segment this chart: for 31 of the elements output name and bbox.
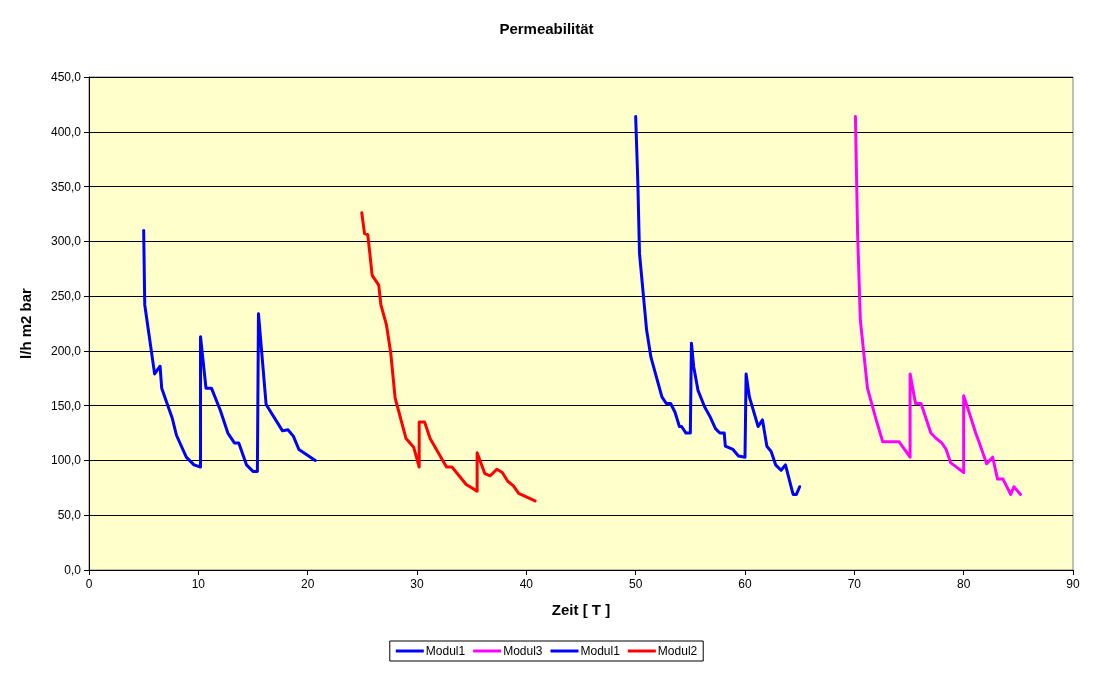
x-tick-label: 40 xyxy=(519,577,534,591)
x-tick-label: 30 xyxy=(410,577,424,591)
legend-label: Modul1 xyxy=(425,644,466,658)
legend-label: Modul3 xyxy=(503,644,543,658)
x-tick-label: 10 xyxy=(191,577,206,591)
x-tick-label: 80 xyxy=(956,577,971,591)
y-tick-label: 350,0 xyxy=(50,179,82,194)
legend-label: Modul1 xyxy=(580,644,621,658)
line-series xyxy=(853,114,1023,496)
y-tick-label: 300,0 xyxy=(50,234,82,249)
line-series xyxy=(360,211,537,503)
legend-label: Modul2 xyxy=(657,644,698,658)
y-tick-label: 250,0 xyxy=(50,289,82,304)
y-tick-label: 450,0 xyxy=(50,70,82,84)
x-tick-label: 70 xyxy=(847,577,862,591)
y-axis-title: l/h m2 bar xyxy=(17,287,34,359)
y-tick-label: 200,0 xyxy=(50,343,82,358)
y-tick-label: 50,0 xyxy=(57,508,82,523)
line-series xyxy=(142,228,317,473)
line-series xyxy=(634,114,802,496)
x-tick-label: 20 xyxy=(300,577,315,591)
y-tick-label: 0,0 xyxy=(64,563,82,577)
x-tick-label: 0 xyxy=(85,577,93,591)
x-axis-title: Zeit [ T ] xyxy=(551,601,611,618)
x-tick-label: 90 xyxy=(1066,577,1080,591)
x-tick-label: 60 xyxy=(738,577,752,591)
x-tick-label: 50 xyxy=(628,577,643,591)
y-tick-label: 400,0 xyxy=(50,124,82,139)
y-tick-label: 100,0 xyxy=(50,453,82,468)
chart-title: Permeabilität xyxy=(499,20,594,37)
y-tick-label: 150,0 xyxy=(50,398,82,413)
